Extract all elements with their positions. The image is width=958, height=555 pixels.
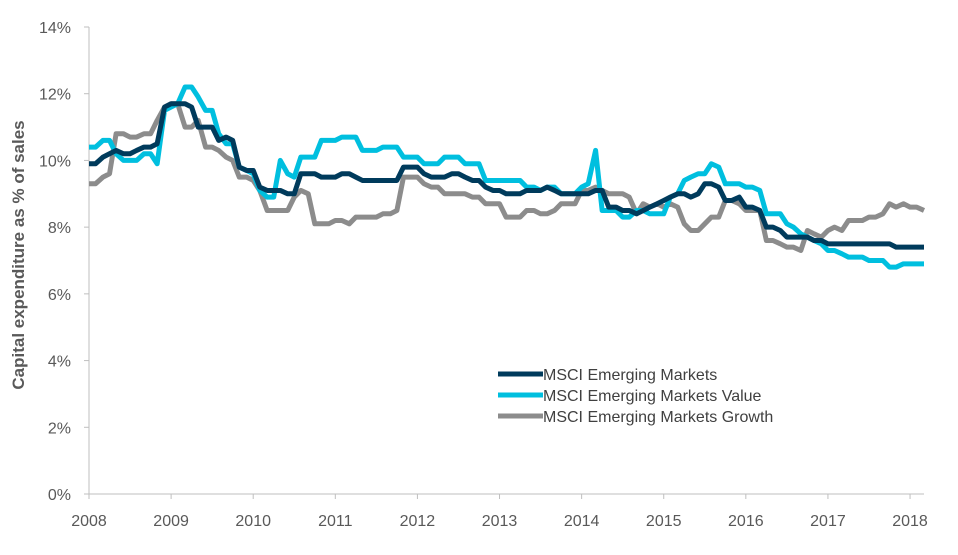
legend-label-0: MSCI Emerging Markets bbox=[543, 367, 717, 384]
x-tick-label: 2014 bbox=[564, 513, 600, 530]
legend: MSCI Emerging Markets MSCI Emerging Marke… bbox=[498, 367, 773, 426]
y-tick-label: 0% bbox=[48, 487, 71, 504]
x-tick-label: 2015 bbox=[646, 513, 682, 530]
series-line-0 bbox=[89, 101, 924, 250]
y-tick-label: 6% bbox=[48, 287, 71, 304]
y-axis: 0% 2% 4% 6% 8% 10% 12% 14% bbox=[39, 20, 89, 504]
x-tick-label: 2011 bbox=[318, 513, 353, 530]
x-tick-label: 2009 bbox=[153, 513, 189, 530]
y-axis-title: Capital expenditure as % of sales bbox=[9, 120, 28, 389]
y-tick-label: 12% bbox=[39, 87, 71, 104]
x-tick-label: 2013 bbox=[482, 513, 518, 530]
series-layer bbox=[89, 84, 926, 270]
y-tick-label: 14% bbox=[39, 20, 71, 37]
legend-label-2: MSCI Emerging Markets Growth bbox=[543, 409, 773, 426]
series-line-1 bbox=[89, 84, 924, 270]
y-tick-label: 2% bbox=[48, 420, 71, 437]
x-tick-label: 2008 bbox=[71, 513, 107, 530]
x-axis: 2008 2009 2010 2011 2012 2013 2014 2015 2016 2017… bbox=[71, 494, 928, 530]
y-tick-label: 4% bbox=[48, 354, 71, 371]
legend-label-1: MSCI Emerging Markets Value bbox=[543, 388, 762, 405]
y-tick-label: 10% bbox=[39, 153, 71, 170]
x-tick-label: 2018 bbox=[892, 513, 928, 530]
x-tick-label: 2017 bbox=[810, 513, 846, 530]
x-tick-label: 2010 bbox=[235, 513, 271, 530]
x-tick-label: 2016 bbox=[728, 513, 764, 530]
series-line-2 bbox=[89, 101, 926, 253]
x-tick-label: 2012 bbox=[400, 513, 436, 530]
y-tick-label: 8% bbox=[48, 220, 71, 237]
